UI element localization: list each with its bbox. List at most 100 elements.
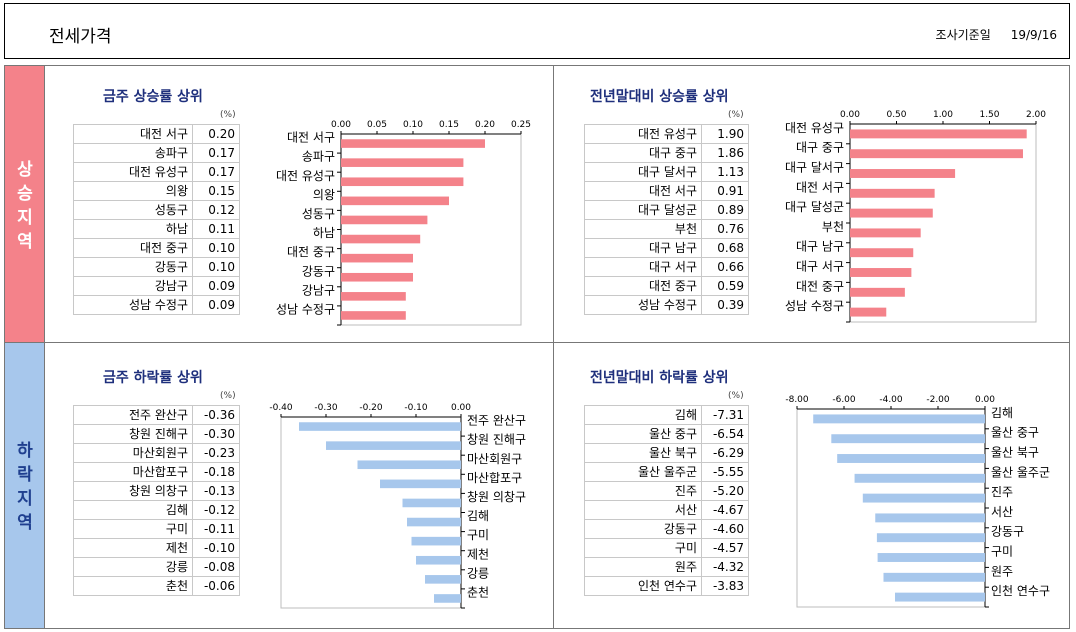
bar xyxy=(883,572,985,582)
change-rate: -6.29 xyxy=(701,443,749,463)
region-name: 대전 서구 xyxy=(584,181,702,201)
x-tick-label: 2.00 xyxy=(1026,110,1046,120)
bar xyxy=(326,441,461,450)
category-label: 대전 중구 xyxy=(287,245,335,259)
category-label: 대구 남구 xyxy=(796,240,844,254)
change-rate: 0.66 xyxy=(701,257,749,277)
x-tick-label: 0.00 xyxy=(975,395,995,405)
x-tick-label: -6.00 xyxy=(832,395,856,405)
category-label: 춘천 xyxy=(467,584,489,599)
bar xyxy=(862,493,985,503)
survey-date-label: 조사기준일 xyxy=(935,28,991,42)
category-label: 대구 서구 xyxy=(796,260,844,274)
change-rate: -0.23 xyxy=(192,443,240,463)
table-row: 성남 수정구 0.09 xyxy=(73,295,240,315)
change-rate: -3.83 xyxy=(701,576,749,596)
x-tick-label: 1.50 xyxy=(979,110,999,120)
unit-label: (%) xyxy=(220,391,236,401)
category-label: 대전 중구 xyxy=(796,279,844,293)
change-rate: 1.86 xyxy=(701,143,749,163)
category-label: 의왕 xyxy=(313,188,335,202)
change-rate: 0.12 xyxy=(192,200,240,220)
bar xyxy=(875,513,985,523)
bar xyxy=(341,234,421,244)
value-table: 대전 서구 0.20 송파구 0.17 대전 유성구 0.17 의왕 0.15 성동구 0.12 하… xyxy=(73,124,240,315)
x-tick-label: -2.00 xyxy=(926,395,950,405)
weekly-rise-panel: 금주 상승률 상위 (%) 대전 서구 0.20 송파구 0.17 대전 유성구 0.17… xyxy=(45,66,553,342)
table-row: 진주 -5.20 xyxy=(584,481,749,501)
x-tick-label: 0.00 xyxy=(840,110,860,120)
ytd-fall-panel: 전년말대비 하락률 상위 (%) 김해 -7.31 울산 중구 -6.54 울산 북구 -… xyxy=(554,343,1069,628)
region-name: 성남 수정구 xyxy=(73,295,193,315)
bar xyxy=(877,553,985,562)
category-label: 진주 xyxy=(991,485,1013,499)
bar xyxy=(299,422,461,431)
bar xyxy=(402,498,461,508)
bar xyxy=(850,188,935,198)
category-label: 창원 진해구 xyxy=(467,433,526,447)
region-name: 마산회원구 xyxy=(73,443,193,463)
table-row: 원주 -4.32 xyxy=(584,557,749,577)
region-name: 대전 유성구 xyxy=(584,124,702,144)
change-rate: -0.08 xyxy=(192,557,240,577)
table-row: 대전 중구 0.59 xyxy=(584,276,749,296)
x-tick-label: -0.40 xyxy=(269,403,293,413)
table-row: 대전 서구 0.20 xyxy=(73,124,240,144)
change-rate: -5.55 xyxy=(701,462,749,482)
table-row: 마산합포구 -0.18 xyxy=(73,462,240,482)
bar xyxy=(341,139,485,148)
bar xyxy=(357,460,461,470)
x-tick-label: 0.05 xyxy=(367,120,387,130)
change-rate: -4.57 xyxy=(701,538,749,558)
table-row: 제천 -0.10 xyxy=(73,538,240,558)
unit-label: (%) xyxy=(728,391,744,401)
change-rate: 0.39 xyxy=(701,295,749,315)
category-label: 성남 수정구 xyxy=(785,299,844,313)
category-label: 부천 xyxy=(822,219,844,234)
category-label: 마산회원구 xyxy=(467,452,522,466)
bar xyxy=(341,196,449,206)
weekly-fall-panel: 금주 하락률 상위 (%) 전주 완산구 -0.36 창원 진해구 -0.30 마산회원… xyxy=(45,343,553,628)
change-rate: -0.12 xyxy=(192,500,240,520)
bar xyxy=(341,272,413,282)
category-label: 강남구 xyxy=(302,283,335,297)
category-label: 김해 xyxy=(991,406,1013,420)
bar xyxy=(837,454,985,463)
region-name: 대구 달서구 xyxy=(584,162,702,182)
bar xyxy=(341,177,464,187)
x-tick-label: 0.50 xyxy=(886,110,906,120)
table-row: 전주 완산구 -0.36 xyxy=(73,405,240,425)
x-tick-label: -0.20 xyxy=(359,403,383,413)
bar xyxy=(850,268,912,277)
bar xyxy=(850,248,914,258)
table-row: 강릉 -0.08 xyxy=(73,557,240,577)
x-tick-label: 0.10 xyxy=(403,120,423,130)
region-name: 마산합포구 xyxy=(73,462,193,482)
bar xyxy=(813,414,985,424)
table-row: 대전 서구 0.91 xyxy=(584,181,749,201)
panel-title: 금주 하락률 상위 xyxy=(103,370,203,386)
survey-date-value: 19/9/16 xyxy=(1010,28,1057,42)
region-name: 강동구 xyxy=(73,257,193,277)
x-tick-label: -0.10 xyxy=(404,403,428,413)
bar xyxy=(876,533,985,543)
bar xyxy=(341,311,406,320)
change-rate: 0.15 xyxy=(192,181,240,201)
survey-date: 조사기준일 19/9/16 xyxy=(916,26,1057,43)
table-row: 인천 연수구 -3.83 xyxy=(584,576,749,596)
category-label: 제천 xyxy=(467,546,489,561)
x-tick-label: -4.00 xyxy=(879,395,903,405)
table-row: 성남 수정구 0.39 xyxy=(584,295,749,315)
table-row: 창원 의창구 -0.13 xyxy=(73,481,240,501)
category-label: 성동구 xyxy=(302,207,335,221)
change-rate: 0.10 xyxy=(192,257,240,277)
table-row: 강동구 0.10 xyxy=(73,257,240,277)
category-label: 대구 달서구 xyxy=(785,161,844,175)
table-row: 대구 달서구 1.13 xyxy=(584,162,749,182)
panel-title: 금주 상승률 상위 xyxy=(103,89,203,105)
